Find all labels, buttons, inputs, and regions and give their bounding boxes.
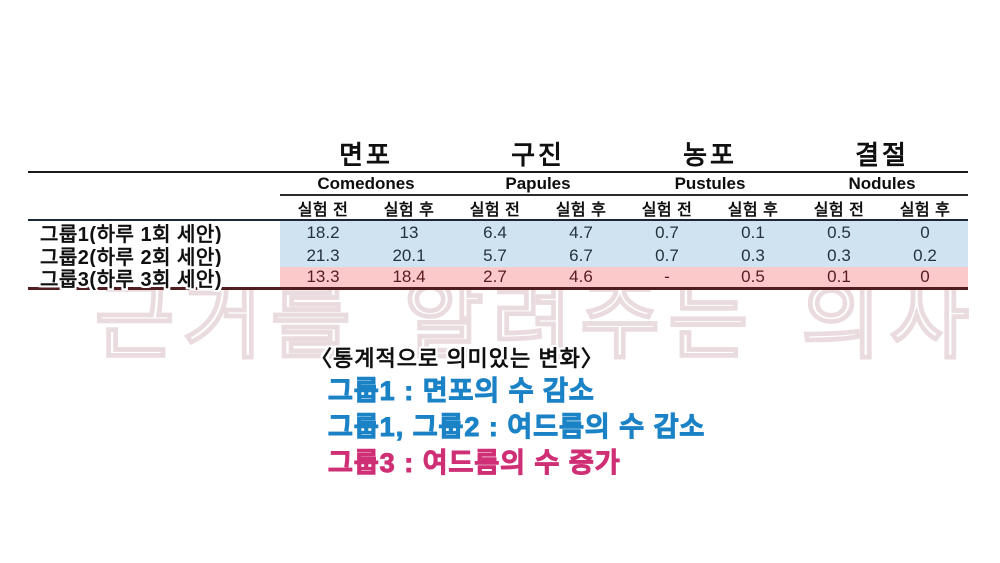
note-group1-comedones-decrease: 그룹1 : 면포의 수 감소 <box>328 376 595 407</box>
cell-value: 0.1 <box>796 267 882 287</box>
header-papules-kr: 구진 <box>511 140 565 170</box>
cell-value: 2.7 <box>452 267 538 287</box>
note-group1-2-acne-decrease: 그룹1, 그룹2 : 여드름의 수 감소 <box>327 412 706 443</box>
header-comedones-kr: 면포 <box>339 140 393 170</box>
table-row-group3: 그룹3(하루 3회 세안) 13.3 18.4 2.7 4.6 - 0.5 0.… <box>28 267 968 291</box>
cell-value: - <box>624 267 710 287</box>
header-spacer <box>28 196 280 219</box>
table-row-group1: 그룹1(하루 1회 세안) 18.2 13 6.4 4.7 0.7 0.1 0.… <box>28 221 968 246</box>
header-pustules-en: Pustules <box>624 173 796 196</box>
cell-value: 13 <box>366 221 452 244</box>
header-spacer <box>28 173 280 196</box>
subheader-row: 실험 전 실험 후 실험 전 실험 후 실험 전 실험 후 실험 전 실험 후 <box>28 196 968 221</box>
cell-value: 4.7 <box>538 221 624 244</box>
subheader-before: 실험 전 <box>297 201 349 219</box>
english-header-row: Comedones Papules Pustules Nodules <box>28 173 968 196</box>
row-label: 그룹1(하루 1회 세안) <box>28 221 280 246</box>
cell-value: 21.3 <box>280 244 366 267</box>
cell-value: 0.1 <box>710 221 796 244</box>
subheader-before: 실험 전 <box>641 201 693 219</box>
header-nodules-kr: 결절 <box>855 140 909 170</box>
subheader-after: 실험 후 <box>555 201 607 219</box>
acne-results-table: 면포 구진 농포 결절 Comedones Papules Pustules N… <box>28 136 968 291</box>
subheader-after: 실험 후 <box>727 201 779 219</box>
header-nodules-en: Nodules <box>796 173 968 196</box>
subheader-after: 실험 후 <box>899 201 951 219</box>
cell-value: 5.7 <box>452 244 538 267</box>
cell-value: 0.5 <box>710 267 796 287</box>
header-pustules-kr: 농포 <box>683 140 737 170</box>
cell-value: 0.3 <box>710 244 796 267</box>
cell-value: 18.2 <box>280 221 366 244</box>
cell-value: 0.2 <box>882 244 968 267</box>
cell-value: 20.1 <box>366 244 452 267</box>
stat-significance-title: 〈통계적으로 의미있는 변화〉 <box>310 346 604 371</box>
cell-value: 0.5 <box>796 221 882 244</box>
cell-value: 18.4 <box>366 267 452 287</box>
cell-value: 0.3 <box>796 244 882 267</box>
cell-value: 4.6 <box>538 267 624 287</box>
row-label: 그룹3(하루 3회 세안) <box>28 267 280 291</box>
subheader-before: 실험 전 <box>469 201 521 219</box>
table-row-group2: 그룹2(하루 2회 세안) 21.3 20.1 5.7 6.7 0.7 0.3 … <box>28 244 968 269</box>
header-papules-en: Papules <box>452 173 624 196</box>
cell-value: 0.7 <box>624 244 710 267</box>
note-group3-acne-increase: 그룹3 : 여드름의 수 증가 <box>328 448 621 479</box>
header-spacer <box>28 136 280 171</box>
row-label: 그룹2(하루 2회 세안) <box>28 244 280 269</box>
cell-value: 0.7 <box>624 221 710 244</box>
cell-value: 6.7 <box>538 244 624 267</box>
cell-value: 6.4 <box>452 221 538 244</box>
cell-value: 0 <box>882 221 968 244</box>
cell-value: 13.3 <box>280 267 366 287</box>
cell-value: 0 <box>882 267 968 287</box>
subheader-before: 실험 전 <box>813 201 865 219</box>
subheader-after: 실험 후 <box>383 201 435 219</box>
korean-header-row: 면포 구진 농포 결절 <box>28 136 968 173</box>
header-comedones-en: Comedones <box>280 173 452 196</box>
